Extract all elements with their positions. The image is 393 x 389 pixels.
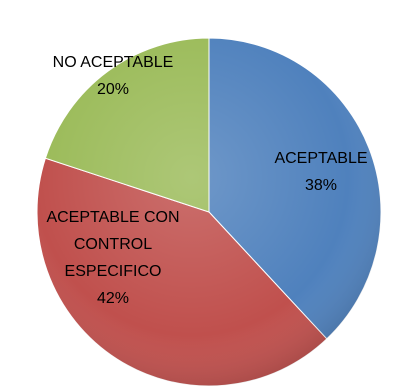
slice-category-label: ACEPTABLE CON bbox=[46, 209, 179, 226]
slice-value-label: 42% bbox=[97, 290, 129, 307]
slice-category-label: ESPECIFICO bbox=[65, 263, 162, 280]
slice-label-3: NO ACEPTABLE 20% bbox=[53, 54, 174, 98]
slice-category-label: CONTROL bbox=[74, 236, 152, 253]
slice-category-label: ACEPTABLE bbox=[274, 150, 367, 167]
slice-category-label: NO ACEPTABLE bbox=[53, 54, 174, 71]
slice-value-label: 38% bbox=[305, 177, 337, 194]
slice-value-label: 20% bbox=[97, 81, 129, 98]
slice-label-2: ACEPTABLE CON CONTROL ESPECIFICO 42% bbox=[46, 209, 179, 307]
slice-label-1: ACEPTABLE 38% bbox=[274, 150, 367, 194]
